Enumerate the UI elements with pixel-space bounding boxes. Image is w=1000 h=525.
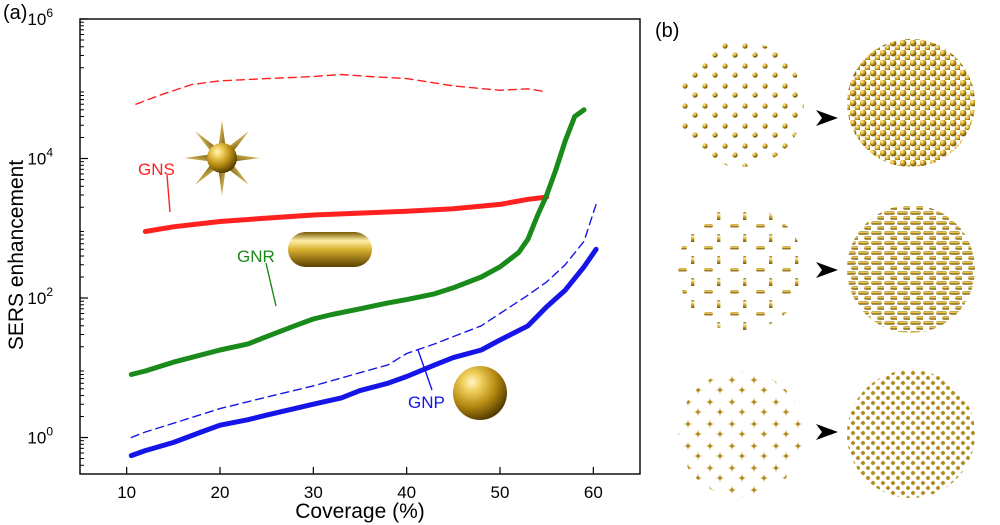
gnr-leader-line <box>265 262 277 307</box>
nanostar-illustration <box>184 120 260 196</box>
x-axis-label: Coverage (%) <box>295 500 425 523</box>
panel-a-label: (a) <box>3 2 27 24</box>
y-tick-label: 104 <box>27 146 53 169</box>
x-tick-label: 50 <box>491 483 510 502</box>
gnr-callout: GNR <box>237 247 275 266</box>
panel-b-snapshots <box>678 39 975 498</box>
x-tick-label: 10 <box>117 483 136 502</box>
plot-frame <box>79 18 641 475</box>
series-line-gnp_dashed <box>130 203 597 439</box>
gns-callout: GNS <box>138 160 175 179</box>
series-line-gns_solid <box>142 194 550 234</box>
gns-leader-line <box>166 174 171 213</box>
chart-series <box>128 73 599 459</box>
gnp-callout: GNP <box>408 393 445 412</box>
y-tick-base: 10 <box>27 10 46 29</box>
gnr-low-coverage-snapshot <box>678 206 804 332</box>
y-tick-exponent: 0 <box>46 425 53 439</box>
y-axis-label: SERS enhancement <box>5 160 28 350</box>
series-line-gnr_solid <box>128 107 587 377</box>
gnp-leader-line <box>417 349 433 391</box>
arrow-icon <box>816 262 838 278</box>
nanoparticle-illustration <box>453 366 507 420</box>
series-line-gnp_solid <box>128 246 599 459</box>
gns-low-coverage-snapshot <box>678 41 804 167</box>
arrow-icon <box>816 424 838 440</box>
y-tick-label: 102 <box>27 285 53 308</box>
y-tick-base: 10 <box>27 289 46 308</box>
y-tick-exponent: 6 <box>46 6 53 20</box>
arrow-icon <box>816 110 838 126</box>
y-tick-base: 10 <box>27 429 46 448</box>
y-tick-label: 106 <box>27 6 53 29</box>
gnp-low-coverage-snapshot <box>678 371 804 497</box>
gns-high-coverage-snapshot <box>847 39 975 167</box>
gnp-high-coverage-snapshot <box>847 370 975 498</box>
panel-b-label: (b) <box>655 20 679 42</box>
x-axis-ticks: 10 20 30 40 50 60 <box>117 467 603 502</box>
y-tick-base: 10 <box>27 150 46 169</box>
series-line-gns_dashed <box>135 73 548 105</box>
x-tick-label: 30 <box>304 483 323 502</box>
y-tick-exponent: 2 <box>46 285 53 299</box>
x-tick-label: 40 <box>397 483 416 502</box>
x-tick-label: 60 <box>584 483 603 502</box>
gnr-high-coverage-snapshot <box>847 205 975 333</box>
nanorod-illustration <box>288 232 372 267</box>
x-tick-label: 20 <box>211 483 230 502</box>
y-tick-label: 100 <box>27 425 53 448</box>
y-tick-exponent: 4 <box>46 146 53 160</box>
